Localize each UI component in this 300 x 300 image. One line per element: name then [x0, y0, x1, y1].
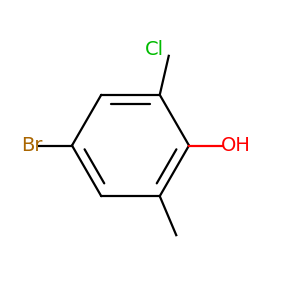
- Text: Br: Br: [21, 136, 43, 155]
- Text: Cl: Cl: [145, 40, 164, 59]
- Text: OH: OH: [220, 136, 250, 155]
